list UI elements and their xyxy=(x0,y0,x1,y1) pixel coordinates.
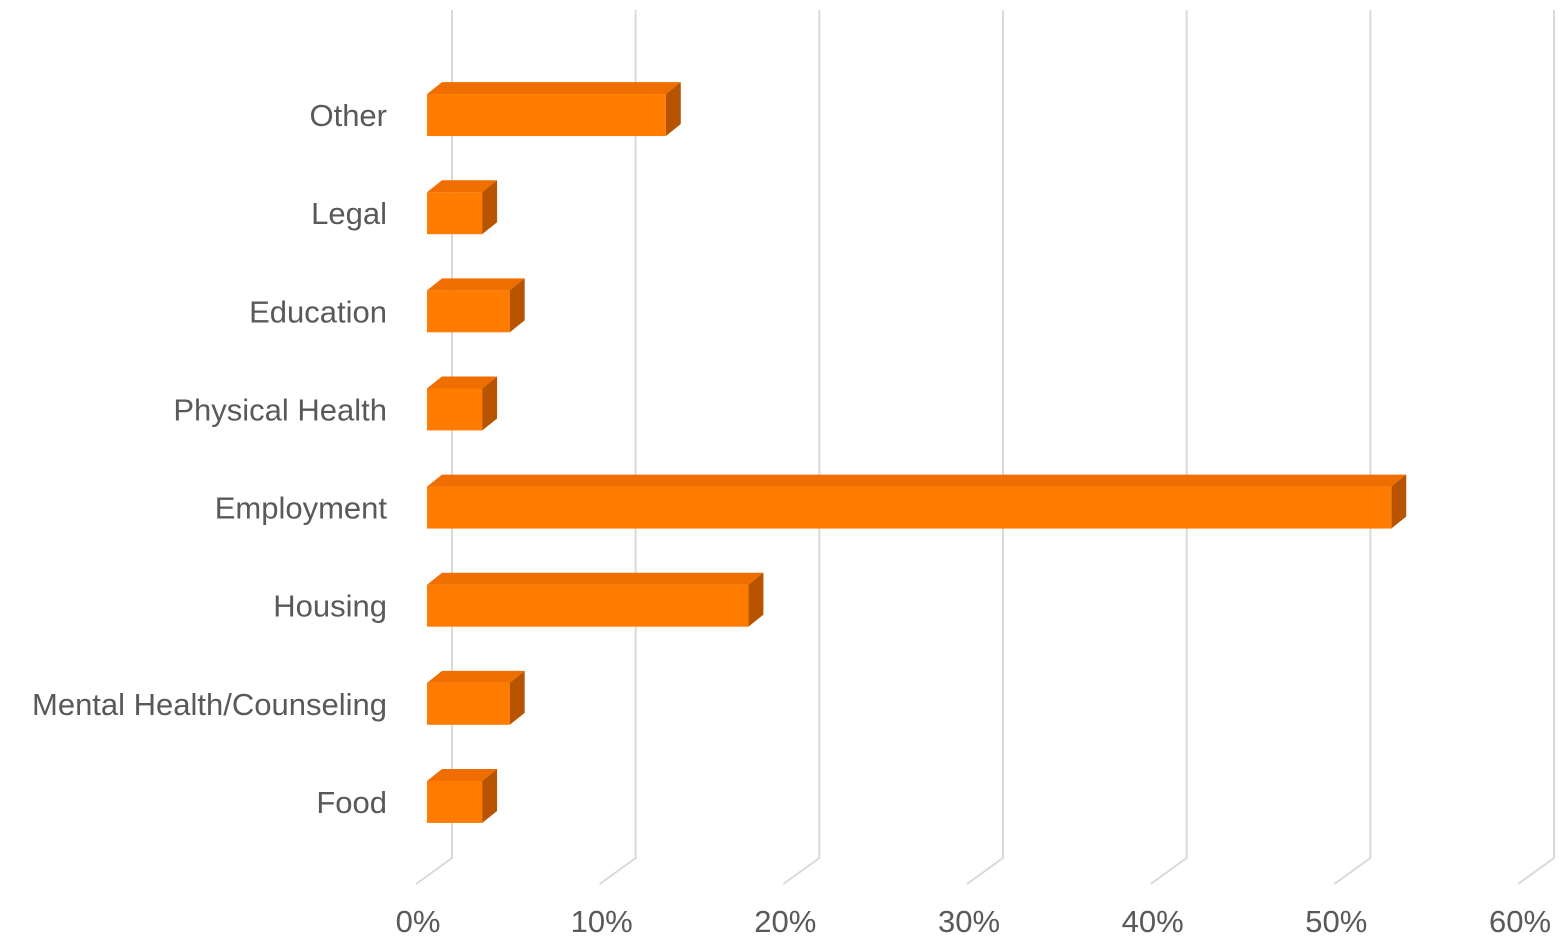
bar xyxy=(427,180,498,235)
bar-side-face xyxy=(665,82,681,137)
bar-top-face xyxy=(427,572,764,585)
bar-side-face xyxy=(509,278,525,333)
bar-top-face xyxy=(427,278,525,291)
bar-side-face xyxy=(482,768,498,823)
bar-side-face xyxy=(482,180,498,235)
x-tick-label: 30% xyxy=(938,904,1000,939)
x-tick-label: 60% xyxy=(1489,904,1551,939)
bar-front-face xyxy=(427,192,483,235)
category-label: Employment xyxy=(215,491,388,526)
x-tick-label: 10% xyxy=(571,904,633,939)
gridline xyxy=(1517,10,1555,885)
bar xyxy=(427,278,525,333)
bar-side-face xyxy=(509,670,525,725)
bar-top-face xyxy=(427,670,525,683)
bar-front-face xyxy=(427,682,510,725)
category-label: Food xyxy=(316,785,387,820)
category-label: Mental Health/Counseling xyxy=(32,687,387,722)
bar-side-face xyxy=(482,376,498,431)
category-label: Legal xyxy=(311,196,387,231)
category-labels: Food Mental Health/Counseling Housing Emplo… xyxy=(32,98,387,820)
x-tick-label: 20% xyxy=(754,904,816,939)
bar-top-face xyxy=(427,180,498,193)
x-tick-label: 50% xyxy=(1305,904,1367,939)
bar xyxy=(427,82,681,137)
gridline xyxy=(599,10,637,885)
category-label: Education xyxy=(249,294,387,329)
bar-front-face xyxy=(427,290,510,333)
bar-side-face xyxy=(1391,474,1407,529)
bar-top-face xyxy=(427,82,681,95)
gridline xyxy=(966,10,1004,885)
category-label: Other xyxy=(309,98,387,133)
x-tick-label: 40% xyxy=(1122,904,1184,939)
gridlines xyxy=(415,10,1555,885)
gridline xyxy=(415,10,453,885)
bar-front-face xyxy=(427,584,749,627)
category-label: Physical Health xyxy=(173,392,387,427)
bar-top-face xyxy=(427,376,498,389)
bar-top-face xyxy=(427,768,498,781)
bar-front-face xyxy=(427,388,483,431)
gridline xyxy=(1333,10,1372,885)
bar xyxy=(427,474,1407,529)
bar xyxy=(427,376,498,431)
bar xyxy=(427,572,764,627)
x-axis-tick-labels: 0% 10% 20% 30% 40% 50% 60% xyxy=(396,904,1551,939)
gridline xyxy=(782,10,821,885)
bar-front-face xyxy=(427,486,1392,529)
bar-side-face xyxy=(748,572,764,627)
bar-top-face xyxy=(427,474,1407,487)
bar-front-face xyxy=(427,780,483,823)
bar xyxy=(427,768,498,823)
bar-front-face xyxy=(427,94,666,137)
gridline xyxy=(1150,10,1188,885)
x-tick-label: 0% xyxy=(396,904,441,939)
bars xyxy=(427,82,1407,823)
bar xyxy=(427,670,525,725)
category-label: Housing xyxy=(273,589,387,624)
